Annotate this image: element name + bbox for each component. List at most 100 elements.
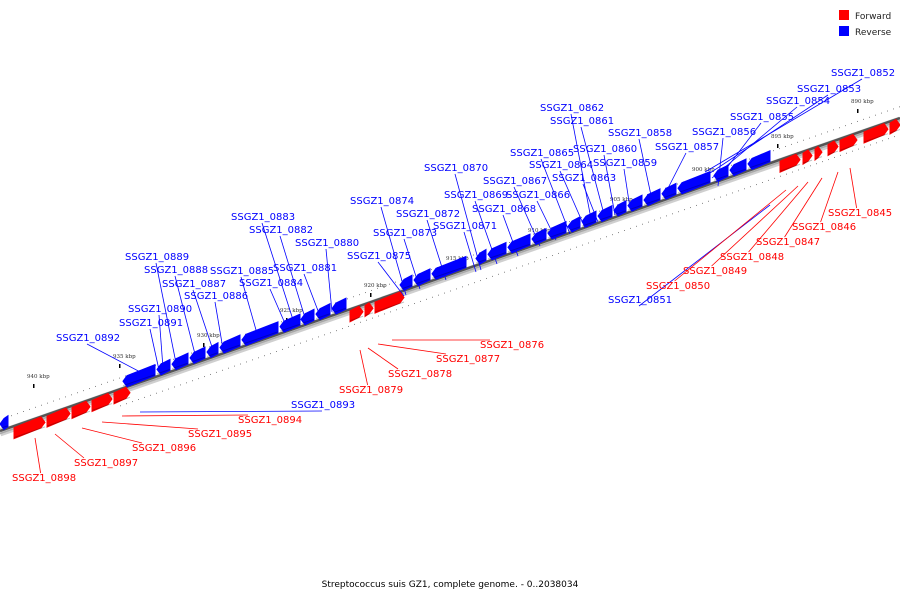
reverse-gene xyxy=(729,158,747,177)
gene-label: SSGZ1_0893 xyxy=(291,400,355,411)
gene-shadow xyxy=(827,150,839,156)
gene-shadow xyxy=(71,410,91,418)
reverse-gene xyxy=(431,255,467,280)
gene-shadow xyxy=(331,307,347,314)
label-connector xyxy=(377,261,405,297)
label-connector xyxy=(261,222,296,327)
gene-label: SSGZ1_0864 xyxy=(529,160,593,171)
gene-shadow xyxy=(300,318,315,325)
gene-label: SSGZ1_0854 xyxy=(766,96,830,107)
reverse-gene xyxy=(475,248,487,265)
forward-gene xyxy=(863,123,889,144)
gene-shadow xyxy=(241,331,279,345)
kbp-tick-label: 890 kbp xyxy=(851,99,874,105)
gene-shadow xyxy=(487,252,507,260)
gene-shadow xyxy=(113,396,131,404)
gene-label: SSGZ1_0874 xyxy=(350,196,414,207)
gene-label: SSGZ1_0887 xyxy=(162,279,226,290)
label-connector xyxy=(377,343,447,355)
gene-label: SSGZ1_0895 xyxy=(188,429,252,440)
gene-label: SSGZ1_0872 xyxy=(396,209,460,220)
gene-shadow xyxy=(171,362,189,370)
reverse-gene xyxy=(627,194,643,212)
reverse-gene xyxy=(487,241,507,261)
gene-label: SSGZ1_0897 xyxy=(74,458,138,469)
gene-shadow xyxy=(189,356,206,363)
gene-shadow xyxy=(399,284,413,290)
label-connector xyxy=(849,167,857,209)
reverse-gene xyxy=(399,274,413,292)
label-connectors xyxy=(34,78,863,474)
gene-shadow xyxy=(531,238,547,244)
label-connector xyxy=(86,343,147,376)
label-connector xyxy=(34,437,41,474)
gene-label: SSGZ1_0848 xyxy=(720,252,784,263)
reverse-swatch xyxy=(839,26,849,36)
reverse-gene xyxy=(747,149,771,170)
reverse-gene xyxy=(531,227,547,246)
gene-label: SSGZ1_0849 xyxy=(683,266,747,277)
gene-label: SSGZ1_0890 xyxy=(128,304,192,315)
gene-label: SSGZ1_0873 xyxy=(373,228,437,239)
gene-shadow xyxy=(889,129,900,134)
caption: Streptococcus suis GZ1, complete genome.… xyxy=(322,580,579,590)
label-connector xyxy=(603,154,616,216)
gene-label: SSGZ1_0882 xyxy=(249,225,313,236)
gene-label: SSGZ1_0886 xyxy=(184,291,248,302)
label-connector xyxy=(454,173,482,271)
gene-label: SSGZ1_0879 xyxy=(339,385,403,396)
reverse-gene xyxy=(613,199,627,217)
gene-shadow xyxy=(413,278,431,285)
label-connector xyxy=(139,410,323,413)
forward-gene xyxy=(374,291,405,314)
gene-label: SSGZ1_0892 xyxy=(56,333,120,344)
label-connector xyxy=(325,248,333,313)
gene-label: SSGZ1_0884 xyxy=(239,278,303,289)
legend-reverse-label: Reverse xyxy=(855,28,892,38)
reverse-gene xyxy=(507,233,531,254)
gene-shadow xyxy=(779,163,801,172)
gene-label: SSGZ1_0853 xyxy=(797,84,861,95)
label-connector xyxy=(706,94,829,176)
label-connector xyxy=(303,273,321,317)
label-connector xyxy=(638,204,771,307)
gene-label: SSGZ1_0856 xyxy=(692,127,756,138)
label-connector xyxy=(570,113,593,225)
reverse-gene xyxy=(547,220,567,240)
gene-label: SSGZ1_0888 xyxy=(144,265,208,276)
reverse-gene xyxy=(713,164,729,182)
gene-label: SSGZ1_0852 xyxy=(831,68,895,79)
gene-label: SSGZ1_0878 xyxy=(388,369,452,380)
kbp-tick xyxy=(777,144,779,148)
kbp-tick-label: 925 kbp xyxy=(280,308,303,314)
reverse-gene xyxy=(122,363,156,388)
gene-label: SSGZ1_0851 xyxy=(608,295,672,306)
label-connector xyxy=(81,427,143,444)
reverse-gene xyxy=(300,308,315,326)
reverse-gene xyxy=(315,302,331,321)
gene-shadow xyxy=(643,198,661,206)
legend-forward-label: Forward xyxy=(855,12,891,22)
gene-label: SSGZ1_0867 xyxy=(483,176,547,187)
gene-shadow xyxy=(156,368,171,375)
gene-shadow xyxy=(374,301,405,313)
label-connector xyxy=(704,78,863,173)
kbp-tick-label: 895 kbp xyxy=(771,134,794,140)
label-connector xyxy=(638,138,653,201)
gene-label: SSGZ1_0847 xyxy=(756,237,820,248)
reverse-gene xyxy=(171,352,189,371)
kbp-tick xyxy=(370,293,372,297)
gene-label: SSGZ1_0859 xyxy=(593,158,657,169)
kbp-tick-label: 905 kbp xyxy=(610,197,633,203)
backbone xyxy=(0,116,900,437)
label-connector xyxy=(580,126,606,219)
gene-label: SSGZ1_0883 xyxy=(231,212,295,223)
gene-label: SSGZ1_0880 xyxy=(295,238,359,249)
gene-shadow xyxy=(91,403,113,411)
gene-shadow xyxy=(839,143,858,151)
forward-gene xyxy=(71,400,91,420)
gene-shadow xyxy=(122,374,156,387)
gene-shadow xyxy=(507,243,531,253)
reverse-gene xyxy=(279,313,301,333)
